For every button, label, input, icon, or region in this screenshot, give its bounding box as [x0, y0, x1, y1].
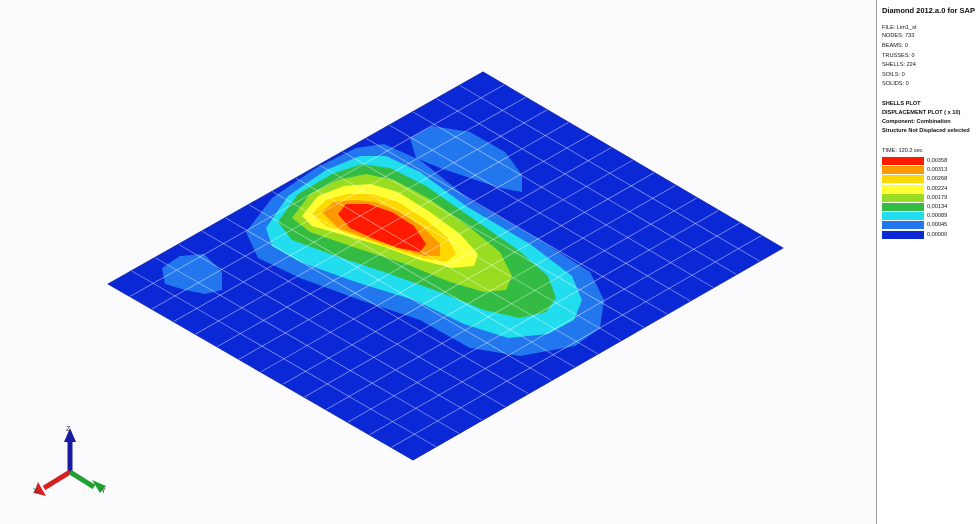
- legend-value: 0,00224: [927, 185, 948, 192]
- axis-z-label: Z: [66, 426, 71, 433]
- axis-y-label: Y: [101, 488, 106, 495]
- legend-swatch: [882, 230, 924, 239]
- legend-swatch: [882, 166, 924, 175]
- plot-structure-state: Structure Not Displaced selected: [882, 128, 970, 134]
- file-info: FILE: Lim1_st: [882, 25, 917, 31]
- legend-swatch: [882, 203, 924, 211]
- legend-value: 0,00134: [927, 204, 948, 210]
- trusses-info: TRUSSES: 0: [882, 53, 915, 59]
- plot-component: Component: Combination: [882, 119, 951, 125]
- app-title: Diamond 2012.a.0 for SAP: [882, 6, 975, 15]
- axes-triad: Z X Y: [33, 426, 106, 496]
- time-label: TIME: 120.2 sec: [882, 148, 923, 154]
- legend-value: 0,00358: [927, 158, 948, 164]
- legend-swatch: [882, 175, 924, 184]
- info-panel: Diamond 2012.a.0 for SAP FILE: Lim1_st N…: [878, 0, 976, 524]
- plate-contour-plot: Z X Y: [33, 71, 784, 496]
- legend-swatch: [882, 184, 924, 193]
- axis-x-label: X: [33, 488, 38, 495]
- model-viewport[interactable]: Z X Y: [0, 0, 876, 524]
- legend-swatch: [882, 212, 924, 221]
- legend-value: 0,00045: [927, 222, 948, 229]
- legend-value: 0,00179: [927, 194, 948, 201]
- legend-swatch: [882, 193, 924, 202]
- plot-type: SHELLS PLOT: [882, 101, 921, 107]
- legend-value: 0,00000: [927, 231, 948, 238]
- legend-swatch: [882, 157, 924, 165]
- legend-value: 0,00313: [927, 167, 948, 174]
- beams-info: BEAMS: 0: [882, 43, 908, 49]
- nodes-info: NODES: 733: [882, 33, 915, 39]
- legend-value: 0,00089: [927, 213, 948, 220]
- contour-patch-top: [410, 126, 522, 192]
- contour-patch-left: [162, 254, 222, 294]
- soils-info: SOILS: 0: [882, 72, 905, 78]
- legend-swatch: [882, 221, 924, 230]
- panel-divider: [876, 0, 877, 524]
- plot-subtype: DISPLACEMENT PLOT ( x 10): [882, 110, 961, 116]
- shells-info: SHELLS: 224: [882, 62, 916, 68]
- solids-info: SOLIDS: 0: [882, 81, 909, 87]
- legend-value: 0,00268: [927, 176, 948, 183]
